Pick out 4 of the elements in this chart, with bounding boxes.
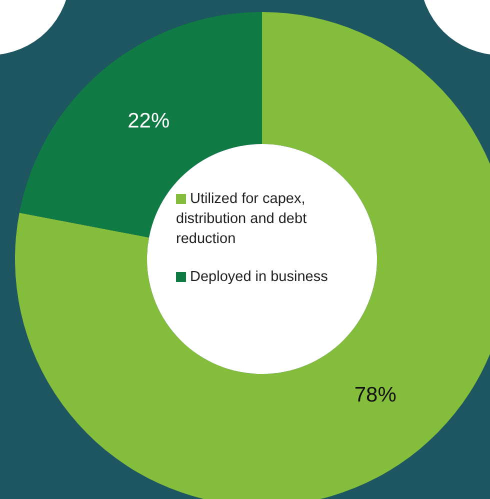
data-label: 22% [128, 110, 170, 133]
data-label: 78% [354, 384, 396, 407]
legend-label: Deployed in business [190, 269, 328, 285]
legend-label: Utilized for capex, distribution and debt reduction [176, 191, 307, 247]
